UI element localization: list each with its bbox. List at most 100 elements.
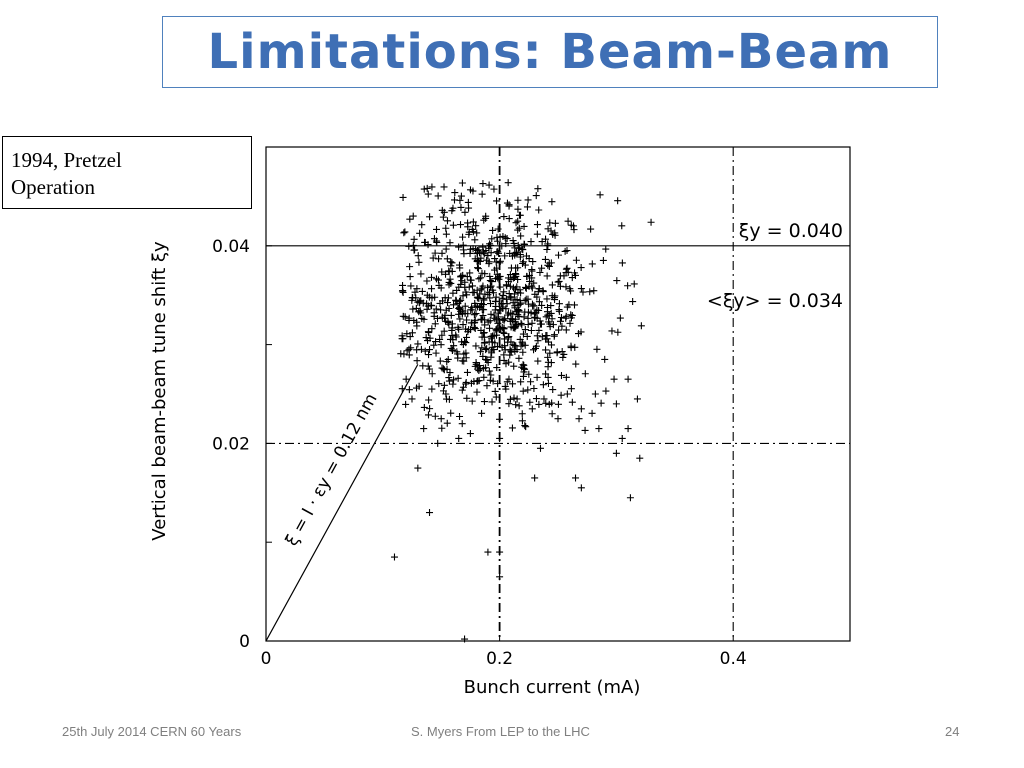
data-point [548, 399, 556, 407]
data-point [487, 282, 495, 290]
data-point [439, 387, 447, 395]
data-point [538, 301, 546, 309]
data-point [563, 303, 571, 311]
data-point [474, 265, 482, 273]
data-point [422, 334, 430, 342]
data-point [515, 224, 523, 232]
data-point [528, 284, 536, 292]
data-point [402, 375, 410, 383]
data-point [509, 324, 517, 332]
data-point [543, 246, 551, 254]
annotation-line-1: 1994, Pretzel [11, 148, 122, 172]
data-point [442, 230, 450, 238]
data-point [461, 208, 469, 216]
data-point [399, 281, 407, 289]
data-point [447, 344, 455, 352]
data-point [469, 289, 477, 297]
data-point [529, 258, 537, 266]
emittance-limit-line [265, 364, 419, 642]
data-point [498, 343, 506, 351]
data-point [439, 365, 447, 373]
data-point [544, 379, 552, 387]
data-point [546, 219, 554, 227]
data-point [487, 334, 495, 342]
data-points [390, 179, 655, 643]
data-point [426, 405, 434, 413]
data-point [597, 399, 605, 407]
data-point [459, 292, 467, 300]
data-point [488, 398, 496, 406]
data-point [483, 356, 491, 364]
data-point [428, 294, 436, 302]
data-point [424, 411, 432, 419]
data-point [506, 282, 514, 290]
y-tick-label: 0.04 [212, 237, 250, 257]
data-point [443, 217, 451, 225]
slide-number: 24 [945, 724, 960, 739]
data-point [482, 346, 490, 354]
data-point [417, 297, 425, 305]
data-point [506, 346, 514, 354]
data-point [477, 315, 485, 323]
data-point [420, 403, 428, 411]
data-point [524, 300, 532, 308]
data-point [495, 275, 503, 283]
data-point [449, 289, 457, 297]
data-point [469, 282, 477, 290]
data-point [536, 444, 544, 452]
data-point [525, 255, 533, 263]
data-point [521, 297, 529, 305]
data-point [577, 405, 585, 413]
data-point [544, 338, 552, 346]
data-point [456, 264, 464, 272]
data-point [493, 325, 501, 333]
data-point [436, 299, 444, 307]
data-point [504, 179, 512, 187]
data-point [567, 385, 575, 393]
data-point [445, 267, 453, 275]
data-point [542, 346, 550, 354]
data-point [431, 320, 439, 328]
data-point [514, 226, 522, 234]
data-point [515, 402, 523, 410]
data-point [476, 257, 484, 265]
data-point [519, 330, 527, 338]
data-point [473, 229, 481, 237]
data-point [538, 333, 546, 341]
data-point [410, 235, 418, 243]
data-point [498, 242, 506, 250]
data-point [551, 296, 559, 304]
data-point [467, 306, 475, 314]
data-point [505, 400, 513, 408]
data-point [442, 224, 450, 232]
data-point [398, 385, 406, 393]
data-point [501, 234, 509, 242]
data-point [486, 324, 494, 332]
data-point [555, 326, 563, 334]
data-point [494, 248, 502, 256]
data-point [428, 385, 436, 393]
max-tune-shift-label: ξy = 0.040 [739, 220, 843, 242]
data-point [450, 376, 458, 384]
data-point [478, 269, 486, 277]
data-point [543, 295, 551, 303]
data-point [612, 400, 620, 408]
data-point [438, 331, 446, 339]
data-point [489, 289, 497, 297]
data-point [461, 635, 469, 643]
data-point [581, 426, 589, 434]
data-point [472, 310, 480, 318]
data-point [409, 212, 417, 220]
data-point [446, 335, 454, 343]
data-point [536, 268, 544, 276]
data-point [533, 373, 541, 381]
data-point [517, 232, 525, 240]
data-point [588, 409, 596, 417]
data-point [461, 337, 469, 345]
data-point [553, 348, 561, 356]
data-point [471, 236, 479, 244]
data-point [463, 316, 471, 324]
data-point [557, 391, 565, 399]
data-point [440, 381, 448, 389]
data-point [536, 317, 544, 325]
